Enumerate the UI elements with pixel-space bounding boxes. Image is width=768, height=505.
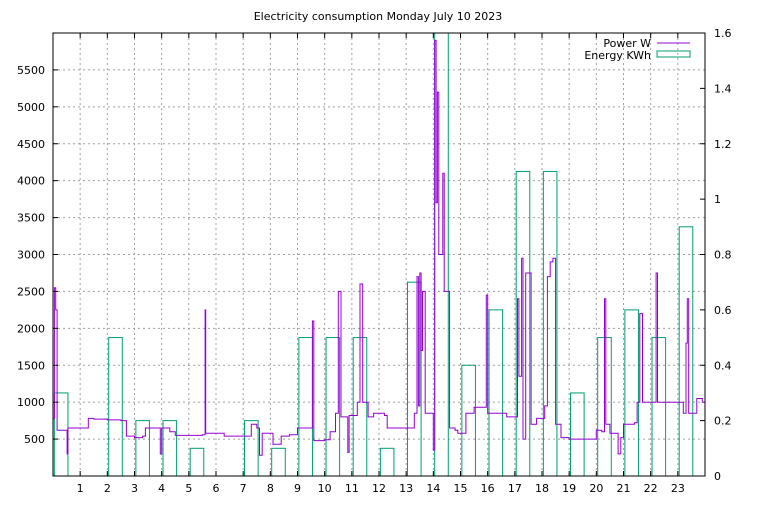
y-left-tick-label: 2000 <box>17 322 45 335</box>
x-tick-label: 5 <box>185 482 192 495</box>
x-tick-label: 16 <box>481 482 495 495</box>
y-right-tick-label: 0 <box>714 470 721 483</box>
legend-swatch-energy <box>656 50 691 58</box>
x-tick-label: 4 <box>158 482 165 495</box>
y-left-tick-label: 2500 <box>17 285 45 298</box>
energy-bar <box>325 337 341 477</box>
x-tick-label: 8 <box>267 482 274 495</box>
power-series-path <box>53 39 705 456</box>
y-left-tick-label: 4500 <box>17 138 45 151</box>
x-tick-label: 6 <box>213 482 220 495</box>
x-tick-label: 13 <box>399 482 413 495</box>
x-tick-label: 22 <box>644 482 658 495</box>
energy-bar <box>271 447 286 477</box>
energy-bar <box>570 392 585 477</box>
y-left-tick-label: 1500 <box>17 359 45 372</box>
energy-bar <box>53 392 69 477</box>
x-tick-label: 2 <box>104 482 111 495</box>
y-right-tick-label: 1.6 <box>714 27 732 40</box>
x-tick-label: 20 <box>589 482 603 495</box>
energy-bar <box>488 309 504 477</box>
y-left-tick-label: 500 <box>24 433 45 446</box>
grid-lines <box>53 33 705 476</box>
x-tick-label: 7 <box>240 482 247 495</box>
y-right-tick-label: 0.2 <box>714 415 732 428</box>
plot-frame <box>52 32 706 477</box>
power-line <box>53 39 705 456</box>
legend-label-energy: Energy KWh <box>584 49 651 62</box>
x-tick-label: 14 <box>426 482 440 495</box>
legend-label-power: Power W <box>603 37 651 50</box>
energy-bar <box>461 364 476 477</box>
x-tick-label: 15 <box>454 482 468 495</box>
energy-bar <box>651 337 667 477</box>
x-tick-label: 18 <box>535 482 549 495</box>
axes: 1 2 3 4 5 6 7 8 9 10 11 12 13 14 15 16 17 18 19 20 21 22 23500… <box>17 27 732 495</box>
x-tick-label: 21 <box>617 482 631 495</box>
x-tick-label: 9 <box>294 482 301 495</box>
y-right-tick-label: 0.8 <box>714 249 732 262</box>
y-left-tick-label: 4000 <box>17 175 45 188</box>
y-left-tick-label: 3000 <box>17 249 45 262</box>
energy-bar <box>189 447 205 477</box>
x-tick-label: 23 <box>671 482 685 495</box>
x-tick-label: 11 <box>345 482 359 495</box>
x-tick-label: 10 <box>318 482 332 495</box>
x-tick-label: 3 <box>131 482 138 495</box>
y-left-tick-label: 3500 <box>17 212 45 225</box>
chart-title: Electricity consumption Monday July 10 2… <box>254 10 503 23</box>
x-tick-label: 17 <box>508 482 522 495</box>
y-right-tick-label: 0.4 <box>714 359 732 372</box>
energy-bar <box>407 281 422 477</box>
y-right-tick-label: 1.2 <box>714 138 732 151</box>
energy-bar <box>135 420 150 477</box>
energy-bar <box>624 309 639 477</box>
y-left-tick-label: 1000 <box>17 396 45 409</box>
energy-bar <box>298 337 313 477</box>
y-right-tick-label: 1.4 <box>714 82 732 95</box>
y-right-tick-label: 1 <box>714 193 721 206</box>
x-tick-label: 12 <box>372 482 386 495</box>
energy-bar <box>379 447 395 477</box>
y-left-tick-label: 5500 <box>17 64 45 77</box>
y-left-tick-label: 5000 <box>17 101 45 114</box>
y-right-tick-label: 0.6 <box>714 304 732 317</box>
x-tick-label: 19 <box>562 482 576 495</box>
energy-bar <box>108 337 123 477</box>
x-tick-label: 1 <box>77 482 84 495</box>
legend: Power W Energy KWh <box>584 37 691 62</box>
